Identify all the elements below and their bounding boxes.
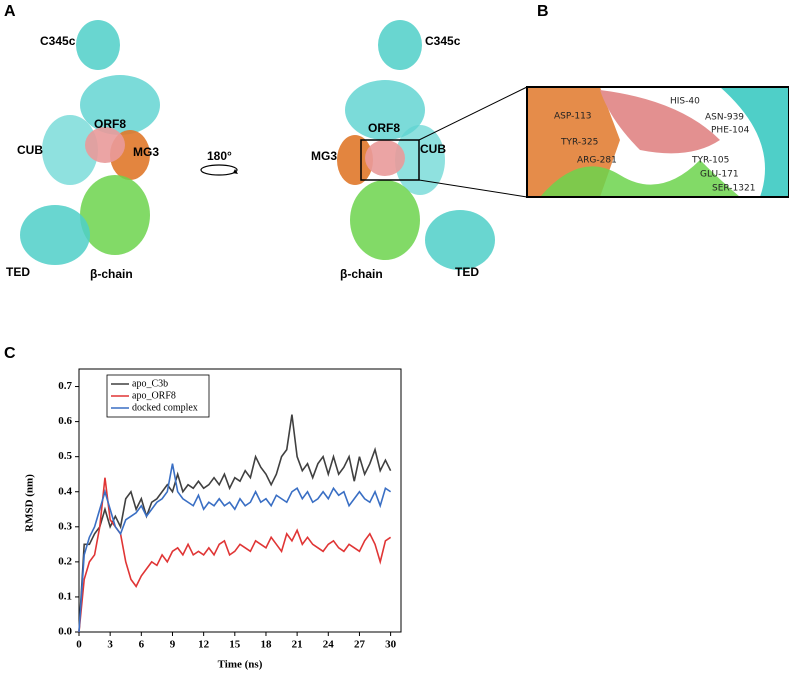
series-line bbox=[78, 414, 392, 633]
y-tick-label: 0.2 bbox=[58, 555, 72, 567]
residue-label: TYR-325 bbox=[560, 138, 598, 148]
y-tick-label: 0.3 bbox=[58, 520, 72, 532]
zoom-line bbox=[418, 86, 528, 141]
domain-label: C345c bbox=[425, 34, 461, 48]
zoom-frame bbox=[526, 86, 789, 198]
domain-label: CUB bbox=[420, 142, 446, 156]
y-tick-label: 0.5 bbox=[58, 450, 72, 462]
x-tick-label: 21 bbox=[292, 639, 303, 651]
residue-label: ARG-281 bbox=[577, 156, 617, 166]
residue-label: GLU-171 bbox=[700, 170, 739, 180]
rotation-label: 180° bbox=[207, 149, 232, 163]
x-axis-label: Time (ns) bbox=[218, 659, 263, 671]
domain bbox=[20, 205, 90, 265]
zoom-line bbox=[418, 179, 528, 198]
y-tick-label: 0.6 bbox=[58, 415, 72, 427]
x-tick-label: 6 bbox=[139, 639, 145, 651]
domain-label: β-chain bbox=[90, 267, 133, 281]
domain-label: C345c bbox=[40, 34, 76, 48]
domain-label: β-chain bbox=[340, 267, 383, 281]
series-line bbox=[78, 477, 392, 633]
y-tick-label: 0.0 bbox=[58, 626, 72, 638]
zoom-box bbox=[360, 139, 420, 181]
panel-label: A bbox=[4, 3, 16, 20]
legend-label: apo_C3b bbox=[132, 378, 168, 389]
x-tick-label: 24 bbox=[323, 639, 335, 651]
residue-label: TYR-105 bbox=[691, 156, 729, 166]
domain bbox=[76, 20, 120, 70]
structure-right bbox=[337, 20, 528, 270]
domain bbox=[425, 210, 495, 270]
legend-label: docked complex bbox=[132, 402, 198, 413]
plot-frame bbox=[78, 368, 402, 633]
strand bbox=[600, 90, 720, 154]
domain bbox=[85, 127, 125, 163]
residue-label: PHE-104 bbox=[711, 126, 750, 136]
x-tick-label: 0 bbox=[76, 639, 82, 651]
domain-label: TED bbox=[6, 265, 30, 279]
x-tick-label: 9 bbox=[170, 639, 176, 651]
zoom-view bbox=[526, 86, 789, 198]
domain bbox=[345, 80, 425, 140]
residue-label: HIS-40 bbox=[670, 97, 700, 107]
residue-label: ASN-939 bbox=[705, 113, 744, 123]
rotation-arrow bbox=[200, 164, 238, 176]
panel-label: B bbox=[537, 3, 549, 20]
domain-label: TED bbox=[455, 265, 479, 279]
domain bbox=[42, 115, 98, 185]
x-tick-label: 18 bbox=[260, 639, 272, 651]
residue-label: ASP-113 bbox=[554, 112, 592, 122]
residue-label: SER-1321 bbox=[712, 184, 755, 194]
y-axis-label: RMSD (nm) bbox=[24, 474, 36, 532]
domain bbox=[378, 20, 422, 70]
domain bbox=[395, 125, 445, 195]
x-tick-label: 3 bbox=[107, 639, 113, 651]
domain-label: ORF8 bbox=[94, 117, 126, 131]
domain bbox=[350, 180, 420, 260]
structure-left bbox=[20, 20, 160, 265]
rotation-arrowhead bbox=[233, 169, 238, 174]
y-tick-label: 0.1 bbox=[58, 590, 72, 602]
domain bbox=[337, 135, 373, 185]
x-tick-label: 27 bbox=[354, 639, 366, 651]
y-tick-label: 0.4 bbox=[58, 485, 72, 497]
strand bbox=[540, 160, 740, 197]
domain bbox=[365, 140, 405, 176]
y-tick-label: 0.7 bbox=[58, 380, 72, 392]
x-tick-label: 15 bbox=[229, 639, 241, 651]
domain bbox=[80, 175, 150, 255]
legend-label: apo_ORF8 bbox=[132, 390, 176, 401]
x-tick-label: 12 bbox=[198, 639, 210, 651]
x-tick-label: 30 bbox=[385, 639, 397, 651]
domain-label: MG3 bbox=[311, 149, 337, 163]
domain-label: MG3 bbox=[133, 145, 159, 159]
panel-label: C bbox=[4, 345, 16, 362]
rmsd-chart: 0 3 6 9 12 15 18 21 24 27 30 0.0 0.1 0.2 0.3 0.4 0.5 0.6 0… bbox=[58, 368, 402, 651]
domain-label: ORF8 bbox=[368, 121, 400, 135]
domain-label: CUB bbox=[17, 143, 43, 157]
strand bbox=[720, 87, 789, 197]
series-line bbox=[78, 463, 392, 633]
domain bbox=[80, 75, 160, 135]
